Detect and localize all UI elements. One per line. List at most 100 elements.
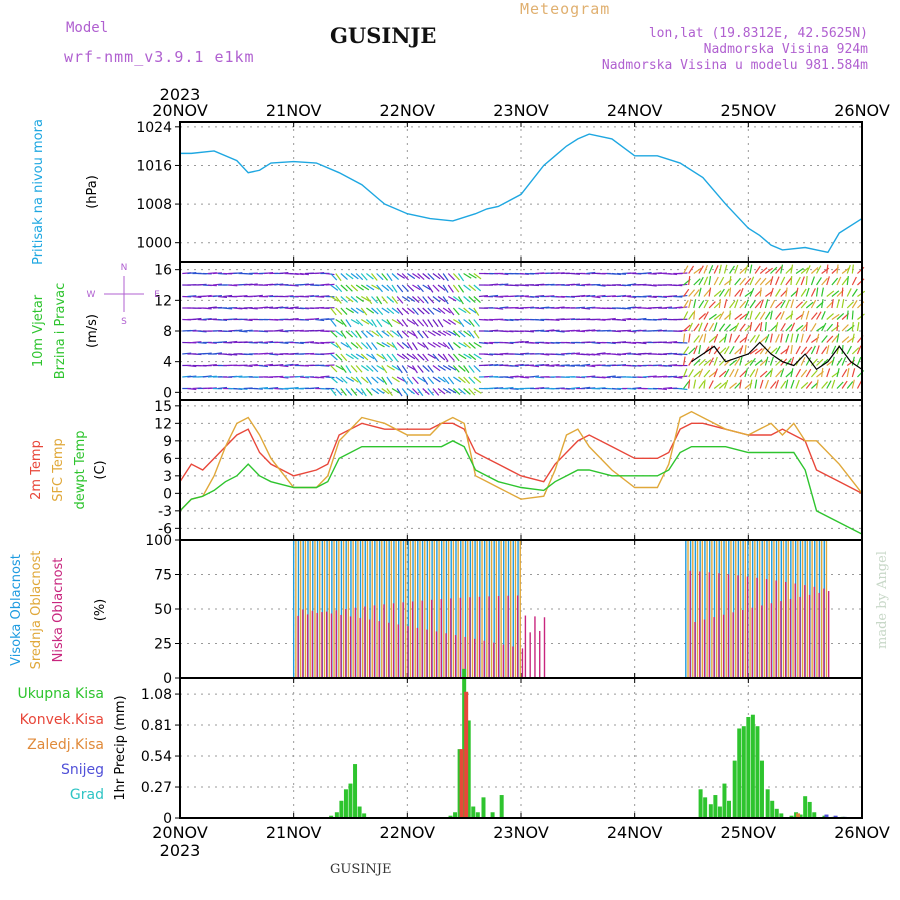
precip-legend-item: Zaledj.Kisa	[27, 737, 104, 753]
wind-barb	[622, 329, 632, 332]
precip-bar	[334, 812, 339, 818]
wind-barb	[851, 288, 858, 297]
precip-legend-item: Ukupna Kisa	[17, 686, 104, 702]
wind-barb	[576, 306, 586, 309]
wind-barb	[668, 295, 678, 298]
wind-barb	[627, 306, 637, 309]
wind-barb	[310, 317, 320, 321]
temp-ylabel: (C)	[93, 460, 108, 479]
wind-barb	[769, 299, 776, 309]
wind-barb	[463, 365, 470, 374]
precip-bar	[765, 789, 770, 818]
precip-bar	[348, 783, 353, 818]
wind-barb	[765, 267, 774, 274]
wind-barb	[749, 379, 753, 389]
wind-barb	[218, 295, 228, 298]
wind-barb	[396, 296, 404, 304]
wind-barb	[663, 387, 673, 390]
wind-barb	[698, 313, 706, 320]
wind-barb	[652, 329, 662, 332]
wind-barb	[851, 356, 855, 366]
wind-barb	[586, 329, 596, 332]
wind-barb	[202, 375, 212, 378]
wind-barb	[846, 310, 849, 320]
wind-barb	[350, 365, 358, 373]
wind-barb	[586, 387, 596, 390]
wind-barb	[841, 380, 848, 389]
wind-barb	[851, 276, 857, 286]
wind-barb	[627, 330, 637, 333]
wind-barb	[243, 318, 253, 322]
wind-barb	[468, 284, 477, 292]
y-tick-label: 0	[163, 811, 172, 827]
wind-barb	[391, 296, 399, 304]
wind-barb	[386, 341, 395, 348]
wind-barb	[325, 376, 335, 379]
wind-barb	[739, 345, 744, 355]
wind-barb	[831, 345, 837, 355]
wind-barb	[442, 307, 451, 314]
wind-barb	[325, 318, 335, 321]
wind-barb	[437, 307, 446, 315]
wind-barb	[360, 353, 369, 361]
wind-barb	[401, 284, 409, 292]
wind-barb	[365, 296, 373, 305]
wind-barb	[616, 363, 627, 367]
wind-barb	[514, 307, 524, 310]
wind-barb	[693, 323, 700, 332]
wind-barb	[816, 277, 822, 286]
wind-barb	[775, 301, 783, 309]
wind-barb	[335, 330, 344, 337]
model-name: wrf-nmm_v3.9.1 e1km	[64, 48, 255, 66]
wind-barb	[682, 356, 686, 366]
wind-barb	[396, 284, 404, 293]
wind-barb	[360, 376, 369, 384]
wind-barb	[463, 353, 472, 360]
wind-barb	[432, 365, 441, 372]
cloud-ylabel: Srednja Oblacnost	[29, 551, 44, 670]
wind-barb	[627, 387, 637, 390]
wind-barb	[427, 376, 435, 385]
y-tick-label: 9	[163, 434, 172, 450]
wind-barb	[452, 365, 460, 373]
wind-barb	[688, 357, 695, 366]
wind-barb	[463, 330, 472, 337]
wind-barb	[304, 283, 315, 286]
wind-barb	[411, 342, 418, 351]
cloud-ylabel: Niska Oblacnost	[51, 558, 66, 663]
wind-barb	[668, 364, 678, 367]
wind-barb	[289, 284, 299, 287]
wind-barb	[340, 307, 348, 315]
wind-barb	[703, 289, 711, 297]
wind-barb	[780, 276, 786, 286]
wind-barb	[570, 352, 581, 355]
wind-barb	[703, 379, 706, 389]
wind-barb	[718, 298, 721, 309]
wind-barb	[258, 341, 269, 344]
wind-barb	[821, 346, 828, 355]
wind-barb	[800, 267, 809, 274]
wind-barb	[509, 284, 519, 287]
wind-barb	[734, 322, 740, 332]
wind-barb	[417, 353, 425, 361]
wind-barb	[780, 333, 783, 343]
y-tick-label: 100	[145, 533, 172, 549]
wind-barb	[718, 382, 727, 389]
y-tick-label: 0	[163, 486, 172, 502]
wind-barb	[447, 376, 455, 385]
wind-barb	[703, 299, 709, 309]
wind-barb	[366, 365, 374, 372]
wind-barb	[228, 340, 238, 344]
wind-barb	[411, 307, 419, 316]
wind-barb	[468, 296, 476, 304]
precip-bar	[727, 800, 732, 818]
wind-barb	[432, 353, 440, 362]
wind-barb	[764, 299, 769, 309]
wind-barb	[616, 341, 627, 344]
wind-barb	[780, 264, 784, 274]
wind-barb	[723, 333, 727, 343]
time-tick-label-top: 25NOV	[721, 101, 777, 120]
wind-barb	[744, 359, 753, 366]
wind-barb	[856, 380, 863, 389]
